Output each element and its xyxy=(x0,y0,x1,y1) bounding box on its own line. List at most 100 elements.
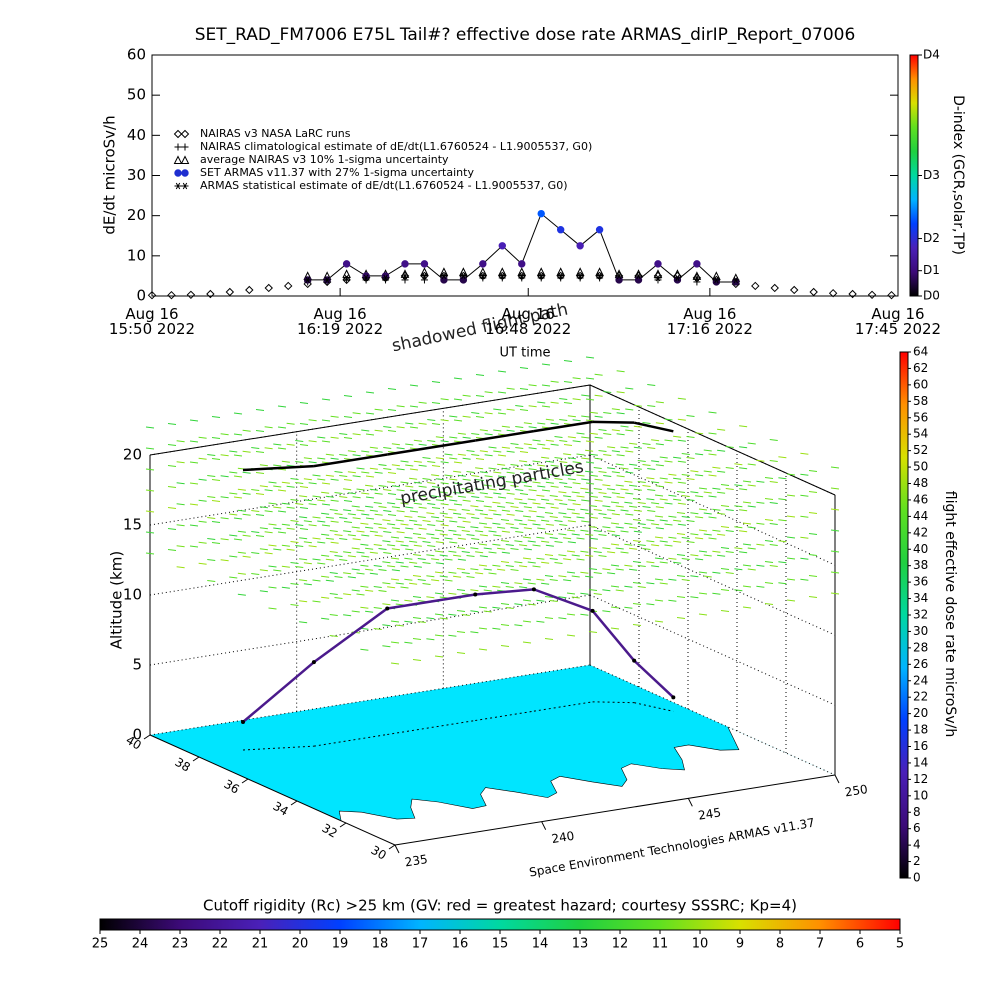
particle-dash xyxy=(681,474,690,476)
particle-dash xyxy=(566,592,576,595)
particle-dash xyxy=(382,519,391,522)
particle-dash xyxy=(390,578,400,581)
particle-dash xyxy=(330,541,339,544)
x-tick-label: 240 xyxy=(550,829,575,846)
particle-dash xyxy=(387,523,396,526)
particle-dash xyxy=(786,599,796,602)
particle-dash xyxy=(493,513,502,516)
particle-dash xyxy=(290,562,299,564)
particle-dash xyxy=(456,547,466,549)
series-line xyxy=(307,212,736,283)
particle-dash xyxy=(229,576,238,579)
particle-dash xyxy=(207,538,216,540)
particle-dash xyxy=(550,464,559,467)
particle-dash xyxy=(431,558,440,561)
particle-dash xyxy=(198,520,207,523)
particle-dash xyxy=(189,419,199,422)
particle-dash xyxy=(603,412,612,414)
particle-dash xyxy=(361,534,370,537)
particle-dash xyxy=(475,572,484,575)
particle-dash xyxy=(523,506,532,509)
particle-dash xyxy=(720,547,730,549)
particle-dash xyxy=(390,599,400,602)
particle-dash xyxy=(646,603,655,606)
particle-dash xyxy=(549,537,558,539)
particle-dash xyxy=(439,554,448,557)
flight-point xyxy=(241,720,245,724)
particle-dash xyxy=(708,432,717,435)
particle-dash xyxy=(615,505,624,508)
particle-dash xyxy=(479,555,488,558)
particle-dash xyxy=(479,450,488,453)
particle-dash xyxy=(422,562,431,564)
particle-dash xyxy=(642,464,651,466)
particle-dash xyxy=(484,517,493,520)
colorbar-tick-label: 20 xyxy=(292,937,309,952)
particle-dash xyxy=(382,582,391,585)
dose-colorbar xyxy=(899,351,909,879)
particle-dash xyxy=(391,506,400,509)
flight-path-segment xyxy=(475,588,535,596)
particle-dash xyxy=(347,492,356,495)
particle-dash xyxy=(633,488,642,491)
particle-dash xyxy=(506,408,515,411)
particle-dash xyxy=(808,512,818,514)
particle-dash xyxy=(677,439,686,442)
flight-point xyxy=(590,608,595,613)
particle-dash xyxy=(647,384,656,386)
ground-track xyxy=(313,734,388,747)
particle-dash xyxy=(830,550,840,553)
particle-dash xyxy=(422,583,431,585)
particle-dash xyxy=(786,557,796,560)
particle-dash xyxy=(255,451,265,453)
colorbar-tick-label: 18 xyxy=(372,937,389,952)
particle-dash xyxy=(334,555,343,557)
particle-dash xyxy=(233,412,243,415)
particle-dash xyxy=(629,568,638,571)
particle-dash xyxy=(673,477,682,480)
particle-dash xyxy=(720,526,730,528)
particle-dash xyxy=(383,426,392,428)
y2-axis-label: D-index (GCR,solar,TP) xyxy=(950,95,966,255)
x-tick-label: Aug 16 17:45 2022 xyxy=(854,305,942,338)
particle-dash xyxy=(339,517,348,519)
particle-dash xyxy=(444,558,453,561)
particle-dash xyxy=(505,586,514,588)
particle-dash xyxy=(659,477,668,480)
particle-dash xyxy=(632,498,642,500)
particle-dash xyxy=(334,534,343,536)
data-point xyxy=(440,272,448,280)
particle-dash xyxy=(686,415,695,417)
particle-dash xyxy=(412,659,422,661)
particle-dash xyxy=(519,472,529,474)
particle-dash xyxy=(255,514,265,516)
particle-dash xyxy=(281,565,290,568)
particle-dash xyxy=(321,491,330,494)
particle-dash xyxy=(602,568,611,571)
data-point xyxy=(867,290,877,300)
particle-dash xyxy=(418,464,427,467)
particle-dash xyxy=(268,481,277,484)
particle-dash xyxy=(624,501,633,504)
particle-dash xyxy=(488,551,497,554)
particle-dash xyxy=(646,477,655,480)
particle-dash xyxy=(567,478,576,481)
particle-dash xyxy=(566,550,576,553)
coastline xyxy=(338,726,740,821)
particle-dash xyxy=(756,564,765,567)
particle-dash xyxy=(427,524,436,526)
grid-line xyxy=(589,454,836,566)
particle-dash xyxy=(382,624,391,627)
particle-dash xyxy=(536,620,545,623)
particle-dash xyxy=(588,547,598,549)
particle-dash xyxy=(308,440,317,443)
particle-dash xyxy=(167,549,177,551)
particle-dash xyxy=(413,544,422,547)
particle-dash xyxy=(365,610,374,613)
particle-dash xyxy=(607,509,616,512)
particle-dash xyxy=(554,478,563,480)
particle-dash xyxy=(778,540,787,543)
particle-dash xyxy=(778,561,787,564)
colorbar-tick-label: 0 xyxy=(913,871,921,885)
